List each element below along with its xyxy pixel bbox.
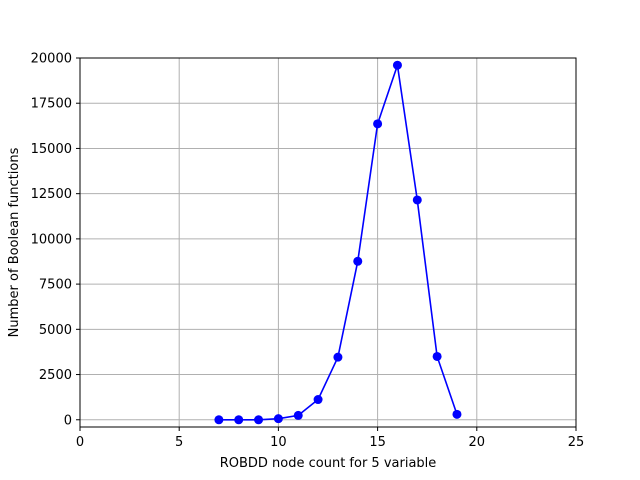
x-axis-label: ROBDD node count for 5 variable	[220, 456, 437, 471]
data-point	[333, 352, 343, 362]
y-tick-label: 0	[64, 413, 72, 428]
data-point	[254, 415, 264, 425]
y-tick-label: 20000	[31, 52, 72, 67]
data-point	[234, 415, 244, 425]
data-point	[392, 60, 402, 70]
y-tick-label: 7500	[39, 278, 72, 293]
data-series	[214, 60, 462, 425]
y-tick-label: 17500	[31, 97, 72, 112]
data-point	[452, 409, 462, 419]
data-point	[353, 256, 363, 266]
data-point	[313, 395, 323, 405]
data-point	[293, 410, 303, 420]
y-tick-label: 10000	[31, 232, 72, 247]
axis-ticks: 0 5 10 15 20 25 0 2500 5000 7500 10000 12500 15000 17…	[31, 52, 585, 451]
y-tick-label: 15000	[31, 142, 72, 157]
data-point	[432, 351, 442, 361]
data-point	[412, 195, 422, 205]
data-point	[373, 119, 383, 129]
data-point	[214, 415, 224, 425]
x-tick-label: 20	[469, 435, 486, 450]
x-tick-label: 5	[175, 435, 183, 450]
x-tick-label: 0	[76, 435, 84, 450]
x-tick-label: 10	[270, 435, 287, 450]
y-tick-label: 5000	[39, 323, 72, 338]
y-tick-label: 12500	[31, 187, 72, 202]
y-tick-label: 2500	[39, 368, 72, 383]
data-point	[273, 414, 283, 424]
x-tick-label: 25	[568, 435, 585, 450]
y-axis-label: Number of Boolean functions	[7, 147, 22, 337]
plot-frame	[79, 57, 577, 428]
x-tick-label: 15	[369, 435, 386, 450]
